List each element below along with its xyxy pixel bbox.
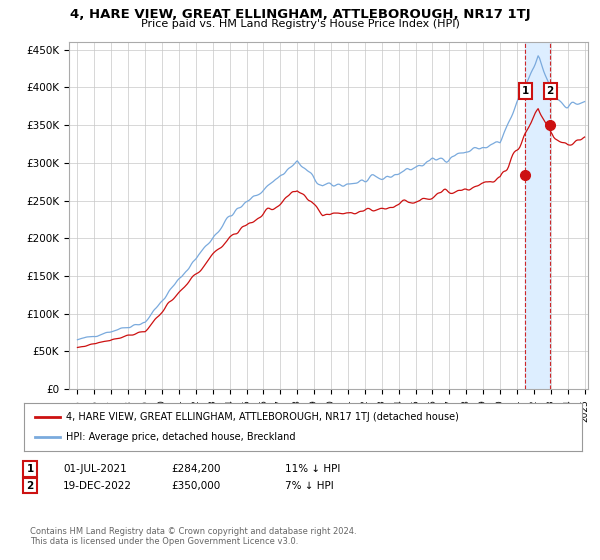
Text: £284,200: £284,200 [171,464,221,474]
Text: 19-DEC-2022: 19-DEC-2022 [63,480,132,491]
Text: 11% ↓ HPI: 11% ↓ HPI [285,464,340,474]
Bar [526,42,550,389]
Text: Contains HM Land Registry data © Crown copyright and database right 2024.
This d: Contains HM Land Registry data © Crown c… [30,526,356,546]
Text: 1: 1 [522,86,529,96]
Text: 01-JUL-2021: 01-JUL-2021 [63,464,127,474]
Text: Price paid vs. HM Land Registry's House Price Index (HPI): Price paid vs. HM Land Registry's House … [140,19,460,29]
Text: 4, HARE VIEW, GREAT ELLINGHAM, ATTLEBOROUGH, NR17 1TJ (detached house): 4, HARE VIEW, GREAT ELLINGHAM, ATTLEBORO… [66,412,459,422]
Text: 4, HARE VIEW, GREAT ELLINGHAM, ATTLEBOROUGH, NR17 1TJ: 4, HARE VIEW, GREAT ELLINGHAM, ATTLEBORO… [70,8,530,21]
Text: 1: 1 [26,464,34,474]
Text: HPI: Average price, detached house, Breckland: HPI: Average price, detached house, Brec… [66,432,295,442]
Text: 2: 2 [547,86,554,96]
Text: £350,000: £350,000 [171,480,220,491]
Text: 7% ↓ HPI: 7% ↓ HPI [285,480,334,491]
Text: 2: 2 [26,480,34,491]
